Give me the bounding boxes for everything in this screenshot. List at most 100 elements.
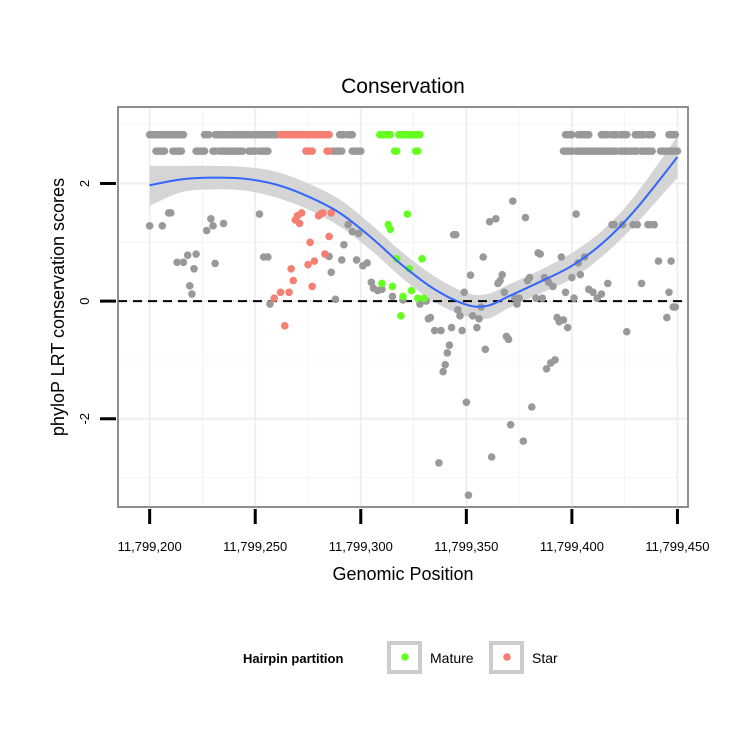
point-other	[166, 209, 175, 217]
point-star	[308, 147, 317, 155]
point-other	[475, 314, 483, 323]
point-other	[572, 210, 580, 218]
point-mature	[399, 292, 407, 301]
point-mature	[388, 282, 397, 291]
legend-key-mature	[387, 641, 422, 674]
point-other	[435, 459, 443, 467]
point-other	[378, 285, 386, 294]
point-other	[179, 258, 188, 267]
y-axis-title: phyloP LRT conservation scores	[48, 178, 68, 436]
point-other	[367, 278, 376, 287]
y-axis: -2 0 2	[77, 180, 116, 425]
x-tick-label-5: 11,799,450	[645, 539, 709, 554]
point-star	[270, 294, 279, 302]
point-other	[447, 323, 456, 332]
smooth-line	[149, 156, 679, 308]
point-other	[665, 288, 673, 297]
point-other	[185, 282, 194, 290]
point-star	[318, 209, 327, 217]
point-other	[200, 147, 209, 155]
point-other	[209, 222, 217, 230]
point-other	[542, 364, 551, 373]
point-other	[468, 312, 477, 320]
plot-panel	[117, 106, 689, 508]
point-other	[462, 398, 471, 407]
point-other	[648, 130, 656, 139]
point-other	[445, 341, 454, 350]
legend-label-mature: Mature	[430, 650, 474, 666]
point-mature	[418, 254, 426, 263]
point-other	[437, 326, 445, 335]
point-other	[570, 294, 578, 302]
point-other	[603, 279, 612, 288]
legend-item-mature: Mature	[387, 641, 474, 674]
point-other	[663, 313, 671, 322]
point-other	[219, 219, 228, 228]
point-other	[513, 300, 521, 308]
point-other	[179, 130, 188, 139]
point-other	[354, 229, 363, 238]
point-other	[211, 259, 219, 268]
x-tick-label-4: 11,799,400	[540, 539, 604, 554]
plot-border	[117, 106, 689, 508]
point-other	[204, 130, 213, 139]
point-other	[173, 258, 181, 267]
y-tick-label-0: -2	[77, 413, 92, 425]
point-other	[188, 290, 196, 298]
point-other	[160, 147, 169, 155]
point-star	[325, 130, 333, 139]
point-other	[388, 292, 397, 301]
x-tick-label-0: 11,799,200	[118, 539, 182, 554]
point-other	[597, 290, 606, 298]
point-other	[559, 316, 568, 324]
smooth-trend-line	[149, 156, 679, 308]
point-other	[504, 335, 513, 344]
point-star	[276, 288, 285, 297]
point-other	[451, 230, 460, 239]
y-tick-label-1: 0	[77, 298, 92, 305]
point-other	[576, 270, 585, 279]
point-other	[568, 273, 576, 282]
point-other	[352, 256, 361, 264]
point-other	[479, 253, 488, 261]
point-star	[295, 219, 304, 228]
point-other	[158, 222, 167, 230]
legend-marker-star	[503, 653, 511, 661]
point-other	[348, 130, 357, 139]
point-other	[532, 294, 540, 302]
point-other	[637, 279, 646, 288]
point-other	[622, 327, 631, 336]
point-other	[264, 147, 272, 155]
point-other	[496, 276, 504, 285]
point-other	[671, 303, 680, 311]
point-mature	[407, 286, 416, 295]
point-other	[500, 288, 509, 297]
point-other	[363, 259, 371, 267]
point-mature	[403, 210, 412, 218]
point-other	[177, 147, 186, 155]
point-other	[648, 147, 656, 155]
point-other	[622, 130, 631, 139]
point-other	[264, 253, 272, 261]
point-mature	[397, 312, 405, 320]
point-other	[487, 453, 496, 461]
y-tick-label-2: 2	[77, 180, 92, 187]
point-other	[441, 360, 450, 369]
point-mature	[413, 294, 422, 302]
point-other	[561, 288, 570, 297]
point-other	[443, 349, 452, 357]
point-other	[521, 213, 530, 222]
point-other	[266, 300, 274, 308]
point-other	[466, 271, 475, 280]
point-other	[654, 257, 663, 265]
point-star	[306, 238, 314, 247]
point-star	[285, 288, 293, 297]
point-other	[255, 210, 264, 218]
legend: Hairpin partition Mature Star	[243, 641, 558, 674]
point-other	[536, 250, 545, 258]
data-points	[145, 130, 682, 500]
point-other	[667, 257, 675, 265]
point-other	[340, 240, 348, 249]
point-other	[633, 220, 642, 229]
point-other	[519, 437, 528, 445]
